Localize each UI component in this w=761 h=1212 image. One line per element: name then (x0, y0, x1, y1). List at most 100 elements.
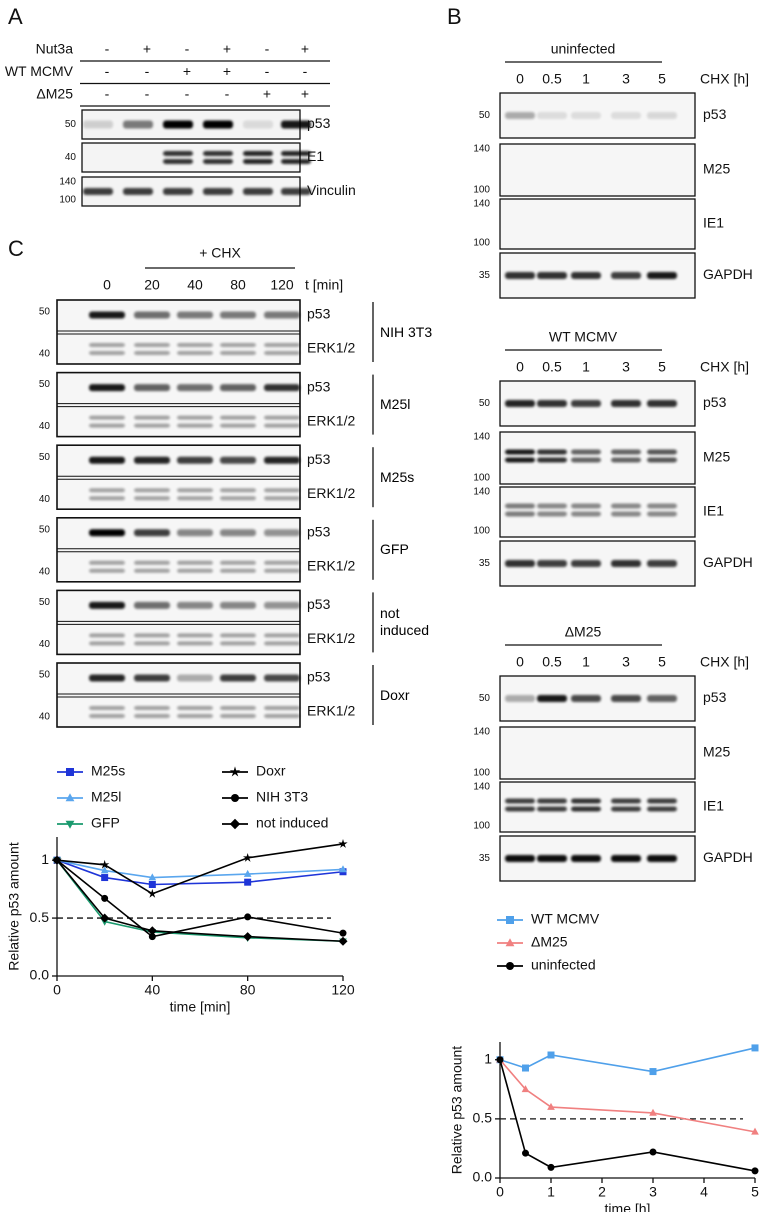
band (89, 568, 125, 573)
legend-marker (229, 766, 241, 777)
legend-label: M25s (91, 763, 125, 779)
band (647, 503, 677, 509)
band (134, 488, 170, 493)
band (220, 560, 256, 565)
band (571, 112, 601, 119)
blot (499, 198, 696, 250)
band (220, 674, 256, 682)
x-tick-label: 0 (53, 982, 61, 998)
band (647, 400, 677, 407)
data-point (338, 936, 348, 946)
band (177, 714, 213, 718)
band (505, 112, 535, 119)
group-title: WT MCMV (549, 329, 618, 345)
time-unit: t [min] (305, 277, 343, 293)
protein-label: GAPDH (703, 266, 753, 282)
time-label: 0 (516, 359, 524, 375)
data-point (339, 929, 347, 937)
panel-label: C (8, 236, 24, 261)
data-point (547, 1163, 555, 1171)
time-label: 5 (658, 71, 666, 87)
band (220, 641, 256, 646)
band (537, 560, 567, 567)
condition-name: Nut3a (36, 41, 74, 57)
band (220, 706, 256, 710)
band (89, 423, 125, 428)
condition-sign: - (303, 63, 308, 79)
legend-label: uninfected (531, 957, 596, 973)
band (264, 488, 300, 493)
band (203, 188, 233, 195)
y-tick-label: 0.5 (30, 909, 50, 925)
band (647, 806, 677, 812)
mw-marker: 50 (39, 597, 51, 608)
protein-label: p53 (307, 378, 331, 394)
mw-marker: 140 (473, 727, 490, 738)
mw-marker: 40 (39, 566, 51, 577)
band (89, 601, 125, 609)
band (611, 511, 641, 517)
protein-label: ERK1/2 (307, 412, 355, 428)
data-point (521, 1085, 530, 1093)
mw-marker: 50 (479, 398, 491, 409)
legend-label: ΔM25 (531, 934, 568, 950)
legend-label: GFP (91, 815, 120, 831)
band (505, 806, 535, 812)
band (89, 674, 125, 682)
band (571, 511, 601, 517)
band (647, 798, 677, 804)
mw-marker: 40 (65, 152, 77, 163)
cell-line-name: M25s (380, 468, 415, 485)
data-point (339, 865, 347, 873)
band (505, 272, 535, 279)
condition-sign: - (185, 86, 190, 102)
band (243, 159, 273, 164)
time-label: 0 (516, 71, 524, 87)
time-unit: CHX [h] (700, 359, 749, 375)
time-label: 0.5 (542, 359, 562, 375)
band (264, 674, 300, 682)
mw-marker: 50 (39, 524, 51, 535)
band (281, 188, 311, 195)
x-tick-label: 2 (598, 1184, 606, 1200)
condition-sign: + (223, 41, 231, 57)
band (281, 120, 311, 129)
band (134, 351, 170, 355)
band (505, 695, 535, 702)
x-tick-label: 40 (145, 982, 161, 998)
band (220, 384, 256, 392)
condition-sign: + (143, 41, 151, 57)
band (264, 568, 300, 573)
band (647, 449, 677, 455)
band (89, 488, 125, 493)
band (177, 641, 213, 646)
time-label: 1 (582, 654, 590, 670)
band (134, 496, 170, 501)
protein-label: Vinculin (307, 182, 356, 198)
condition-sign: + (183, 63, 191, 79)
band (264, 311, 300, 319)
band (537, 449, 567, 455)
protein-label: GAPDH (703, 554, 753, 570)
band (220, 714, 256, 718)
mw-marker: 50 (39, 452, 51, 463)
x-tick-label: 120 (331, 982, 355, 998)
data-point (243, 852, 253, 862)
legend-label: WT MCMV (531, 911, 600, 927)
data-point (244, 913, 252, 921)
band (134, 311, 170, 319)
x-tick-label: 3 (649, 1184, 657, 1200)
band (647, 112, 677, 119)
data-point (522, 1064, 529, 1072)
band (647, 457, 677, 463)
band (177, 456, 213, 464)
time-label: 5 (658, 654, 666, 670)
condition-sign: - (145, 63, 150, 79)
data-point (148, 933, 156, 941)
group-title: ΔM25 (565, 624, 602, 640)
data-point (147, 926, 157, 936)
data-point (100, 859, 110, 869)
protein-label: ERK1/2 (307, 558, 355, 574)
data-point (147, 888, 157, 898)
band (611, 112, 641, 119)
